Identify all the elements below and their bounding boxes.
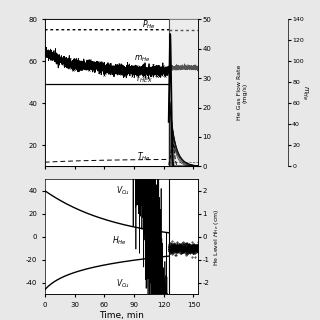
Text: $T_{HEX}$: $T_{HEX}$ bbox=[135, 72, 153, 85]
Text: $m_{He}$: $m_{He}$ bbox=[134, 53, 150, 64]
Y-axis label: He Level $H_{He}$ (cm): He Level $H_{He}$ (cm) bbox=[212, 208, 221, 266]
Text: $H_{He}$: $H_{He}$ bbox=[112, 235, 127, 247]
Text: $T_{He}$: $T_{He}$ bbox=[137, 150, 151, 163]
Text: $V_{Cu}$: $V_{Cu}$ bbox=[116, 184, 130, 196]
Y-axis label: $m_{He}$: $m_{He}$ bbox=[300, 85, 309, 100]
Y-axis label: He Gas Flow Rate
(mg/s): He Gas Flow Rate (mg/s) bbox=[236, 65, 247, 121]
Bar bbox=[169, 19, 198, 166]
Text: $V_{Cu}$: $V_{Cu}$ bbox=[116, 277, 130, 290]
X-axis label: Time, min: Time, min bbox=[99, 311, 144, 320]
Bar bbox=[169, 19, 198, 166]
Text: $P_{He}$: $P_{He}$ bbox=[142, 19, 156, 31]
Bar bbox=[169, 179, 198, 294]
